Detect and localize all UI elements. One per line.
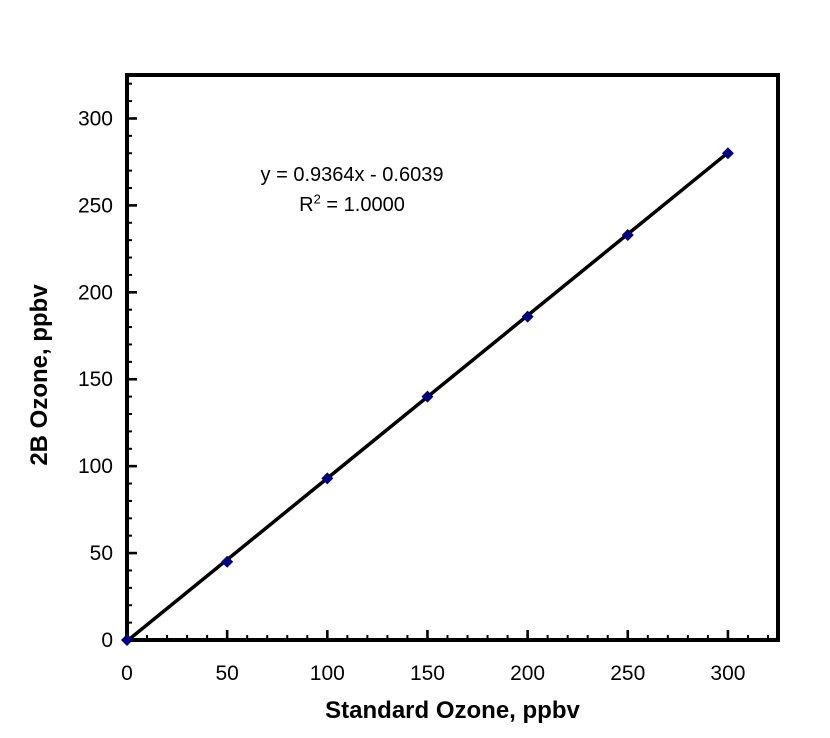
x-axis-tick-label: 150 [410, 662, 445, 685]
data-point-marker [121, 634, 133, 646]
trendline-annotation: y = 0.9364x - 0.6039 R2 = 1.0000 [242, 160, 462, 220]
x-axis-title: Standard Ozone, ppbv [325, 697, 580, 724]
y-axis-tick-label: 100 [78, 455, 113, 478]
x-axis-tick-label: 250 [610, 662, 645, 685]
y-axis-title: 2B Ozone, ppbv [26, 284, 53, 466]
r-squared-base: R [299, 194, 314, 216]
trendline-equation-label: y = 0.9364x - 0.6039 [260, 164, 444, 186]
r-squared-label: R2 = 1.0000 [242, 190, 462, 220]
x-axis-tick-label: 0 [121, 662, 133, 685]
y-axis-tick-label: 150 [78, 368, 113, 391]
data-point-marker [721, 147, 734, 160]
data-point-marker [621, 228, 634, 241]
plot-frame [125, 73, 780, 642]
y-axis-tick-label: 200 [78, 281, 113, 304]
x-axis-tick-label: 50 [215, 662, 238, 685]
data-point-marker [221, 555, 234, 568]
x-axis-tick-label: 200 [510, 662, 545, 685]
y-axis-tick-label: 300 [78, 107, 113, 130]
data-point-marker [521, 310, 534, 323]
y-axis-tick-label: 50 [90, 542, 113, 565]
x-axis-tick-label: 100 [310, 662, 345, 685]
data-point-marker [321, 472, 334, 485]
y-axis-tick-label: 0 [101, 629, 113, 652]
r-squared-value: = 1.0000 [320, 194, 405, 216]
y-axis-tick-label: 250 [78, 194, 113, 217]
x-axis-tick-label: 300 [710, 662, 745, 685]
r-squared-superscript: 2 [313, 191, 321, 207]
data-point-marker [421, 390, 434, 403]
